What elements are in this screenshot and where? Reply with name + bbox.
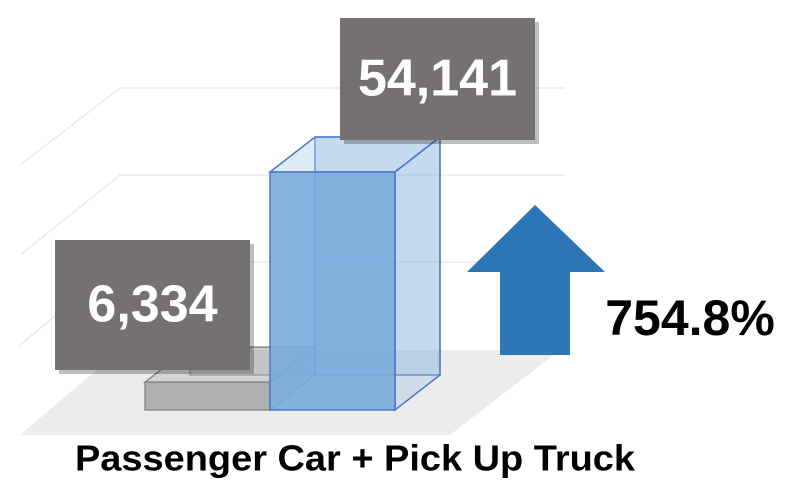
bar [144,381,271,411]
x-axis-label: Passenger Car + Pick Up Truck [75,438,636,479]
value-labels: 6,334 54,141 [55,18,539,374]
value-label: 6,334 [87,276,217,334]
increase-arrow [467,205,605,355]
value-label-box [340,18,535,140]
value-label-box [55,240,250,370]
value-label: 54,141 [358,50,517,108]
annotation: 754.8% [605,290,775,346]
bar [269,171,396,411]
bar-side [394,135,441,412]
grid-line [19,174,565,256]
